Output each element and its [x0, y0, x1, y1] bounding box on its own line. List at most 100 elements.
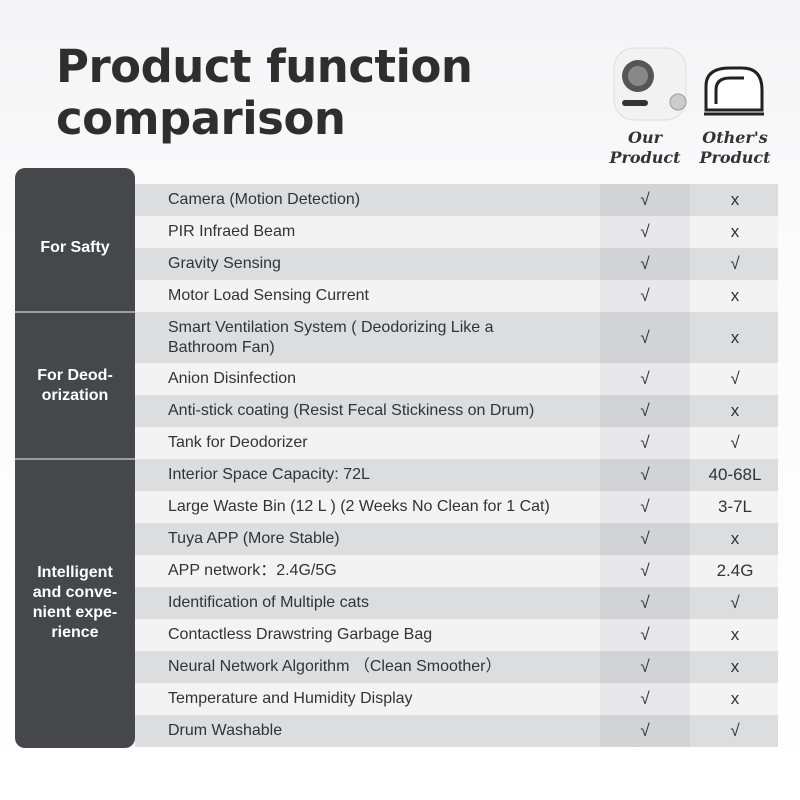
feature-text: Camera (Motion Detection): [168, 191, 361, 208]
ours-col-bg: [600, 619, 690, 651]
feature-text: Temperature and Humidity Display: [168, 690, 413, 707]
title-line: Product function: [56, 40, 473, 93]
ours-value: √: [640, 369, 650, 388]
feature-text: PIR Infraed Beam: [168, 223, 296, 240]
ours-col-bg: [600, 651, 690, 683]
ours-value: √: [640, 529, 650, 548]
others-value: x: [730, 657, 740, 676]
ours-value: √: [640, 721, 650, 740]
others-value: x: [730, 286, 740, 305]
feature-cell: Contactless Drawstring Garbage Bag: [168, 619, 432, 651]
feature-text: Tank for Deodorizer: [168, 434, 308, 451]
ours-value: √: [640, 433, 650, 452]
ours-value: √: [640, 254, 650, 273]
others-value: √: [730, 593, 740, 612]
ours-col-bg: [600, 312, 690, 363]
feature-cell: Tuya APP (More Stable): [168, 523, 340, 555]
group-label-line: orization: [41, 386, 109, 404]
feature-text: Identification of Multiple cats: [168, 594, 369, 611]
column-header: Our: [628, 128, 662, 147]
feature-cell: Temperature and Humidity Display: [168, 683, 413, 715]
ours-value: √: [640, 561, 650, 580]
group-label-line: For Deod-: [37, 366, 113, 384]
feature-text: Anion Disinfection: [168, 370, 297, 387]
ours-value: √: [640, 465, 650, 484]
feature-text: Smart Ventilation System ( Deodorizing L…: [168, 318, 494, 336]
feature-cell: PIR Infraed Beam: [168, 216, 295, 248]
ours-value: √: [640, 497, 650, 516]
group-label: For Deod-orization: [15, 312, 135, 459]
ours-col-bg: [600, 715, 690, 747]
ours-value: √: [640, 689, 650, 708]
feature-text: Tuya APP (More Stable): [168, 530, 340, 547]
group-label-line: rience: [51, 624, 99, 641]
ours-col-bg: [600, 427, 690, 459]
group-label: Intelligent and conve-nient expe-rience: [15, 459, 135, 747]
feature-cell: Interior Space Capacity: 72L: [168, 459, 370, 491]
group-separator: [15, 311, 135, 313]
ours-col-bg: [600, 459, 690, 491]
feature-cell: Smart Ventilation System ( Deodorizing L…: [168, 312, 493, 363]
feature-text: Large Waste Bin (12 L ) (2 Weeks No Clea…: [168, 498, 550, 515]
others-value: x: [730, 625, 740, 644]
ours-col-bg: [600, 491, 690, 523]
ours-col-bg: [600, 587, 690, 619]
feature-cell: APP network：2.4G/5G: [168, 555, 337, 587]
feature-text: APP network：2.4G/5G: [168, 562, 337, 579]
feature-cell: Neural Network Algorithm （Clean Smoother…: [168, 651, 501, 683]
others-value: 3-7L: [717, 497, 753, 516]
our-product-image: [613, 47, 687, 121]
feature-text: Contactless Drawstring Garbage Bag: [168, 626, 433, 643]
ours-value: √: [640, 657, 650, 676]
column-header: Product: [699, 148, 771, 167]
others-value: 40-68L: [708, 465, 762, 484]
ours-col-bg: [600, 523, 690, 555]
feature-text: Bathroom Fan): [168, 338, 275, 356]
feature-cell: Anion Disinfection: [168, 363, 296, 395]
feature-cell: Large Waste Bin (12 L ) (2 Weeks No Clea…: [168, 491, 550, 523]
ours-value: √: [640, 401, 650, 420]
group-label-line: and conve-: [32, 584, 118, 601]
feature-text: Gravity Sensing: [168, 255, 281, 272]
others-value: √: [730, 254, 740, 273]
others-value: x: [730, 327, 740, 347]
ours-col-bg: [600, 248, 690, 280]
ours-col-bg: [600, 683, 690, 715]
feature-cell: Drum Washable: [168, 715, 282, 747]
title-line: comparison: [56, 92, 346, 145]
others-value: x: [730, 401, 740, 420]
others-value: √: [730, 721, 740, 740]
group-label: For Safty: [15, 184, 135, 312]
ours-value: √: [640, 625, 650, 644]
feature-cell: Tank for Deodorizer: [168, 427, 308, 459]
ours-value: √: [640, 593, 650, 612]
feature-cell: Anti-stick coating (Resist Fecal Stickin…: [168, 395, 534, 427]
feature-text: Interior Space Capacity: 72L: [168, 466, 370, 483]
feature-text: Anti-stick coating (Resist Fecal Stickin…: [168, 402, 535, 419]
ours-col-bg: [600, 363, 690, 395]
ours-col-bg: [600, 280, 690, 312]
group-label-line: For Safty: [40, 239, 110, 256]
feature-cell: Motor Load Sensing Current: [168, 280, 369, 312]
ours-col-bg: [600, 216, 690, 248]
feature-text: Drum Washable: [168, 722, 283, 739]
ours-col-bg: [600, 184, 690, 216]
others-value: x: [730, 190, 740, 209]
others-value: x: [730, 689, 740, 708]
group-label-line: Intelligent: [37, 564, 113, 581]
ours-col-bg: [600, 555, 690, 587]
feature-text: Neural Network Algorithm （Clean Smoother…: [168, 658, 502, 675]
ours-col-bg: [600, 395, 690, 427]
ours-value: √: [640, 327, 650, 347]
other-product-image: [704, 66, 764, 116]
feature-cell: Identification of Multiple cats: [168, 587, 369, 619]
column-header: Product: [609, 148, 681, 167]
ours-value: √: [640, 222, 650, 241]
feature-cell: Gravity Sensing: [168, 248, 281, 280]
feature-text: Motor Load Sensing Current: [168, 287, 369, 304]
others-value: 2.4G: [716, 561, 754, 580]
ours-value: √: [640, 286, 650, 305]
others-value: x: [730, 529, 740, 548]
group-label-line: nient expe-: [32, 604, 118, 621]
